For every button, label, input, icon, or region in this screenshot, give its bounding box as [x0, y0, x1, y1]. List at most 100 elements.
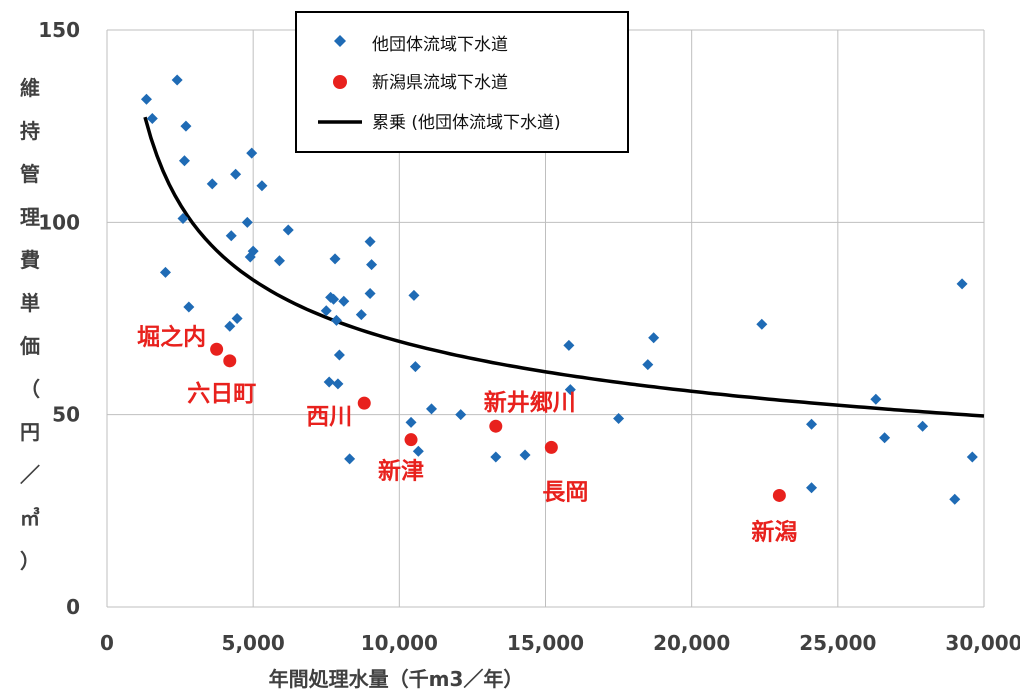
- other-point: [159, 266, 171, 278]
- niigata-point: [489, 419, 503, 433]
- other-point: [490, 451, 502, 463]
- other-point: [183, 301, 195, 313]
- y-tick-label: 100: [38, 210, 80, 234]
- y-axis-title-char: 理: [20, 205, 40, 229]
- other-point: [564, 384, 576, 396]
- other-point: [282, 224, 294, 236]
- other-point: [180, 120, 192, 132]
- y-tick-label: 150: [38, 18, 80, 42]
- niigata-label: 新潟: [751, 518, 797, 545]
- other-point: [178, 155, 190, 167]
- other-point: [329, 253, 341, 265]
- niigata-point: [223, 354, 237, 368]
- other-point: [146, 112, 158, 124]
- other-point: [364, 236, 376, 248]
- other-point: [409, 361, 421, 373]
- x-axis-title: 年間処理水量（千m3／年）: [269, 667, 524, 691]
- y-axis-title-char: ）: [20, 549, 40, 573]
- x-tick-label: 20,000: [653, 631, 730, 655]
- other-point: [344, 453, 356, 465]
- other-point: [519, 449, 531, 461]
- other-point: [870, 393, 882, 405]
- other-point: [879, 432, 891, 444]
- other-point: [330, 314, 342, 326]
- legend-label: 他団体流域下水道: [372, 35, 508, 55]
- y-axis-title-char: 価: [19, 334, 40, 358]
- x-tick-label: 5,000: [222, 631, 285, 655]
- other-point: [412, 445, 424, 457]
- y-axis-title-char: 円: [20, 420, 40, 444]
- other-point: [408, 289, 420, 301]
- legend-box: [295, 11, 629, 153]
- other-point: [917, 420, 929, 432]
- other-point: [956, 278, 968, 290]
- x-tick-label: 30,000: [945, 631, 1020, 655]
- other-point: [648, 332, 660, 344]
- other-point: [273, 255, 285, 267]
- other-point: [425, 403, 437, 415]
- other-point: [338, 295, 350, 307]
- other-point: [230, 168, 242, 180]
- niigata-label: 六日町: [187, 381, 256, 407]
- y-axis-title-char: 維: [20, 76, 40, 100]
- other-point: [333, 349, 345, 361]
- other-point: [328, 293, 340, 305]
- other-point: [332, 378, 344, 390]
- niigata-label: 堀之内: [137, 323, 206, 350]
- legend-label: 累乗 (他団体流域下水道): [372, 113, 561, 133]
- niigata-label: 西川: [306, 404, 352, 430]
- y-axis-title-char: 持: [20, 119, 40, 143]
- legend-label: 新潟県流域下水道: [372, 73, 508, 93]
- other-point: [806, 482, 818, 494]
- other-point: [256, 180, 268, 192]
- other-point: [225, 230, 237, 242]
- points-layer: [140, 74, 978, 505]
- niigata-label: 新井郷川: [484, 389, 576, 416]
- other-point: [241, 216, 253, 228]
- trend-curve: [143, 116, 985, 418]
- niigata-point: [357, 396, 371, 410]
- other-point: [966, 451, 978, 463]
- other-point: [247, 245, 259, 257]
- y-axis-title-char: ㎥: [20, 506, 40, 530]
- other-point: [224, 320, 236, 332]
- other-point: [323, 376, 335, 388]
- other-point: [642, 359, 654, 371]
- tick-labels: 0 5,000 10,000 15,000 20,000 25,000 30,000 0 50 1…: [38, 18, 1020, 655]
- x-tick-label: 10,000: [361, 631, 438, 655]
- x-tick-label: 0: [100, 631, 114, 655]
- other-point: [364, 287, 376, 299]
- niigata-point: [404, 433, 418, 447]
- y-axis-title-char: 費: [20, 248, 40, 272]
- other-point: [231, 313, 243, 324]
- y-axis-title-char: ／: [20, 463, 40, 487]
- other-point: [320, 305, 332, 317]
- y-axis-title-char: （: [20, 377, 40, 401]
- other-point: [949, 493, 961, 505]
- y-axis-title-char: 単: [20, 291, 40, 315]
- other-point: [366, 259, 378, 271]
- y-axis-title-char: 管: [20, 162, 40, 186]
- legend-marker-niigata: [333, 75, 347, 89]
- other-point: [455, 409, 467, 421]
- other-point: [171, 74, 183, 86]
- trend-curve-layer: [143, 116, 985, 418]
- other-point: [140, 93, 152, 105]
- x-tick-label: 25,000: [799, 631, 876, 655]
- niigata-label: 新津: [378, 458, 424, 485]
- other-point: [756, 318, 768, 330]
- other-point: [177, 212, 189, 224]
- x-tick-label: 15,000: [507, 631, 584, 655]
- other-point: [206, 178, 218, 190]
- other-point: [355, 309, 367, 321]
- niigata-point: [772, 488, 786, 502]
- niigata-point: [544, 440, 558, 454]
- other-point: [405, 416, 417, 428]
- legend-marker-other: [334, 35, 346, 47]
- other-point: [613, 413, 625, 425]
